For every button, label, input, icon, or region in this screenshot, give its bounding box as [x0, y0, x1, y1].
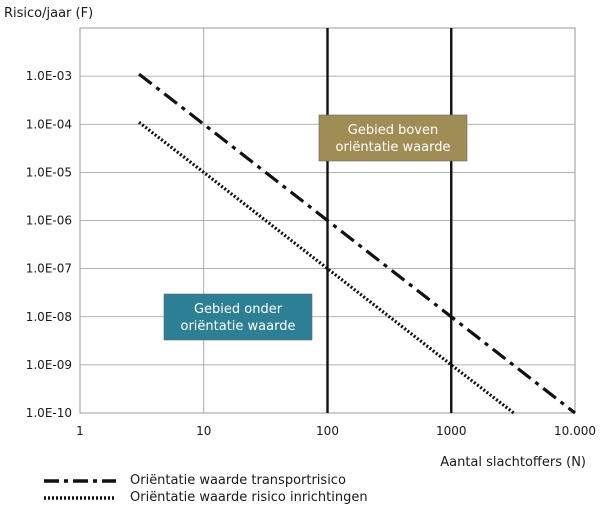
legend: Oriëntatie waarde transportrisico Oriënt…	[44, 472, 368, 506]
annotation-below-box	[163, 293, 313, 341]
annotation-above-text: Gebied boven	[348, 123, 438, 138]
x-tick-label: 10	[196, 424, 211, 438]
series-transportrisico-line	[138, 72, 576, 415]
legend-swatch-dash-dot	[44, 478, 116, 483]
series-inrichtingen-line	[138, 121, 515, 415]
legend-item-transport: Oriëntatie waarde transportrisico	[44, 472, 368, 489]
legend-label-transport: Oriëntatie waarde transportrisico	[130, 472, 346, 488]
y-axis-title: Risico/jaar (F)	[4, 6, 93, 21]
annotation-above-text: oriëntatie waarde	[336, 140, 451, 155]
x-axis-title: Aantal slachtoffers (N)	[440, 455, 586, 470]
x-tick-label: 100	[316, 424, 339, 438]
annotation-below-text: oriëntatie waarde	[181, 319, 296, 334]
y-tick-label: 1.0E-09	[26, 358, 72, 372]
x-tick-label: 1000	[436, 424, 467, 438]
y-tick-label: 1.0E-04	[26, 117, 72, 131]
x-tick-label: 10.000	[554, 424, 596, 438]
annotation-below-text: Gebied onder	[194, 302, 283, 317]
legend-swatch-dotted	[44, 495, 116, 500]
legend-label-inrichtingen: Oriëntatie waarde risico inrichtingen	[130, 489, 368, 505]
y-tick-label: 1.0E-07	[26, 262, 72, 276]
y-tick-label: 1.0E-03	[26, 69, 72, 83]
legend-item-inrichtingen: Oriëntatie waarde risico inrichtingen	[44, 489, 368, 506]
x-tick-label: 1	[76, 424, 84, 438]
y-tick-label: 1.0E-05	[26, 165, 72, 179]
y-tick-label: 1.0E-06	[26, 214, 72, 228]
fn-curve-chart: Risico/jaar (F) Aantal slachtoffers (N) …	[4, 6, 596, 470]
annotation-above-box	[318, 114, 468, 162]
y-tick-label: 1.0E-10	[26, 406, 72, 420]
y-tick-label: 1.0E-08	[26, 310, 72, 324]
